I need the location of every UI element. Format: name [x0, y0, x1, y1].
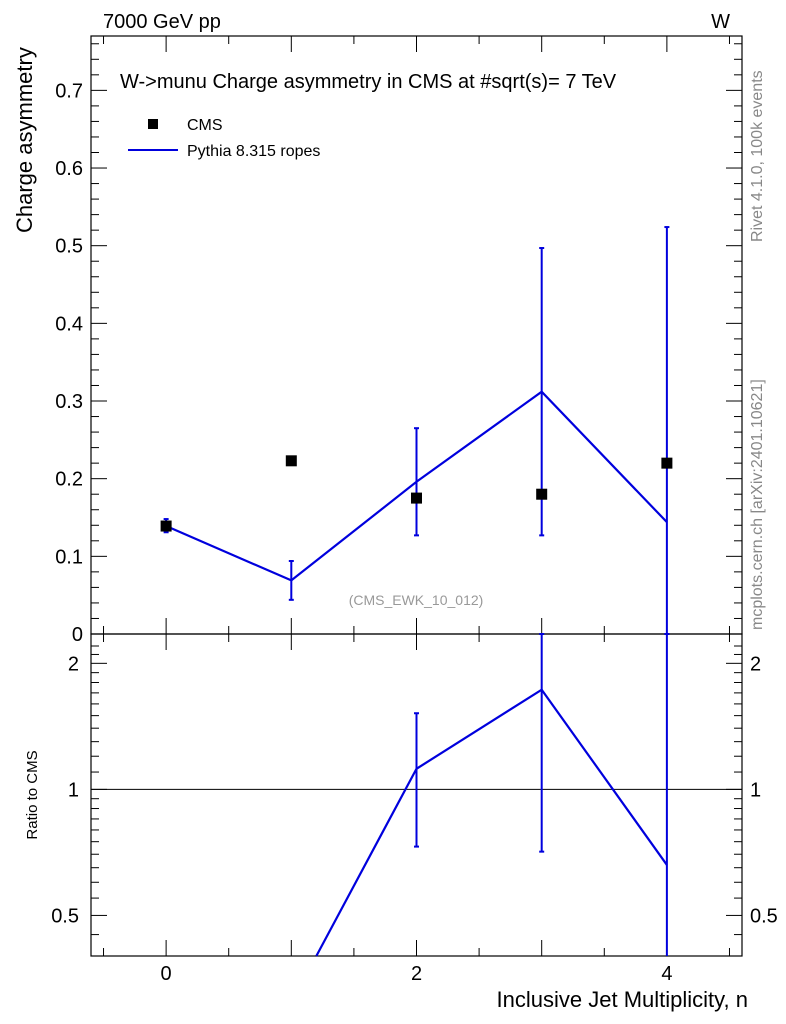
x-tick-label: 2: [411, 963, 422, 985]
ratio-y-tick-label-right: 2: [750, 653, 761, 675]
x-axis-label: Inclusive Jet Multiplicity, n: [497, 987, 748, 1012]
ratio-y-tick-label-right: 1: [750, 779, 761, 801]
main-marks: [160, 226, 673, 634]
main-y-tick-label: 0.6: [55, 158, 83, 180]
main-title: W->munu Charge asymmetry in CMS at #sqrt…: [120, 71, 617, 93]
main-y-tick-label: 0.2: [55, 469, 83, 491]
main-y-tick-label: 0.1: [55, 546, 83, 568]
header-right-label: W: [711, 11, 730, 33]
ratio-y-tick-label-right: 0.5: [750, 905, 778, 927]
analysis-annotation: (CMS_EWK_10_012): [349, 592, 484, 608]
main-y-tick-label: 0.5: [55, 236, 83, 258]
legend-pythia-label: Pythia 8.315 ropes: [187, 143, 320, 160]
x-tick-label: 0: [161, 963, 172, 985]
main-y-tick-label: 0.3: [55, 391, 83, 413]
main-y-ticks: 0 0.1 0.2 0.3 0.4 0.5 0.6 0.7: [55, 43, 742, 646]
main-panel: 0 0.1 0.2 0.3 0.4 0.5 0.6 0.7 W->munu Charge as…: [12, 35, 743, 646]
cms-data-point: [411, 492, 422, 504]
cms-data-point: [661, 457, 673, 469]
ratio-panel: 0.5 0.5 1 1 2 2 0 2 4 Ratio to CMS Inclusive Je…: [24, 633, 778, 1012]
x-tick-label: 4: [661, 963, 672, 985]
ratio-y-ticks: 0.5 0.5 1 1 2 2: [51, 645, 778, 957]
cms-data-point: [285, 455, 297, 467]
main-y-tick-label: 0.4: [55, 313, 83, 335]
main-y-tick-label: 0.7: [55, 80, 83, 102]
cms-data-point: [160, 520, 172, 532]
ratio-y-tick-label: 2: [68, 653, 79, 675]
ratio-y-tick-label: 0.5: [51, 905, 79, 927]
main-y-tick-label: 0: [72, 624, 83, 646]
ratio-marks: [315, 633, 670, 957]
legend-cms-label: CMS: [187, 117, 223, 134]
main-y-axis-label: Charge asymmetry: [12, 47, 37, 233]
header-left-label: 7000 GeV pp: [103, 11, 221, 33]
mcplots-label: mcplots.cern.ch [arXiv:2401.10621]: [749, 379, 766, 630]
legend-cms-marker: [148, 119, 158, 129]
ratio-pythia-line: [315, 688, 668, 957]
ratio-y-tick-label: 1: [68, 779, 79, 801]
legend: CMS Pythia 8.315 ropes: [128, 117, 320, 160]
ratio-y-axis-label: Ratio to CMS: [24, 750, 41, 839]
rivet-label: Rivet 4.1.0, 100k events: [749, 70, 766, 242]
cms-data-point: [536, 488, 548, 500]
